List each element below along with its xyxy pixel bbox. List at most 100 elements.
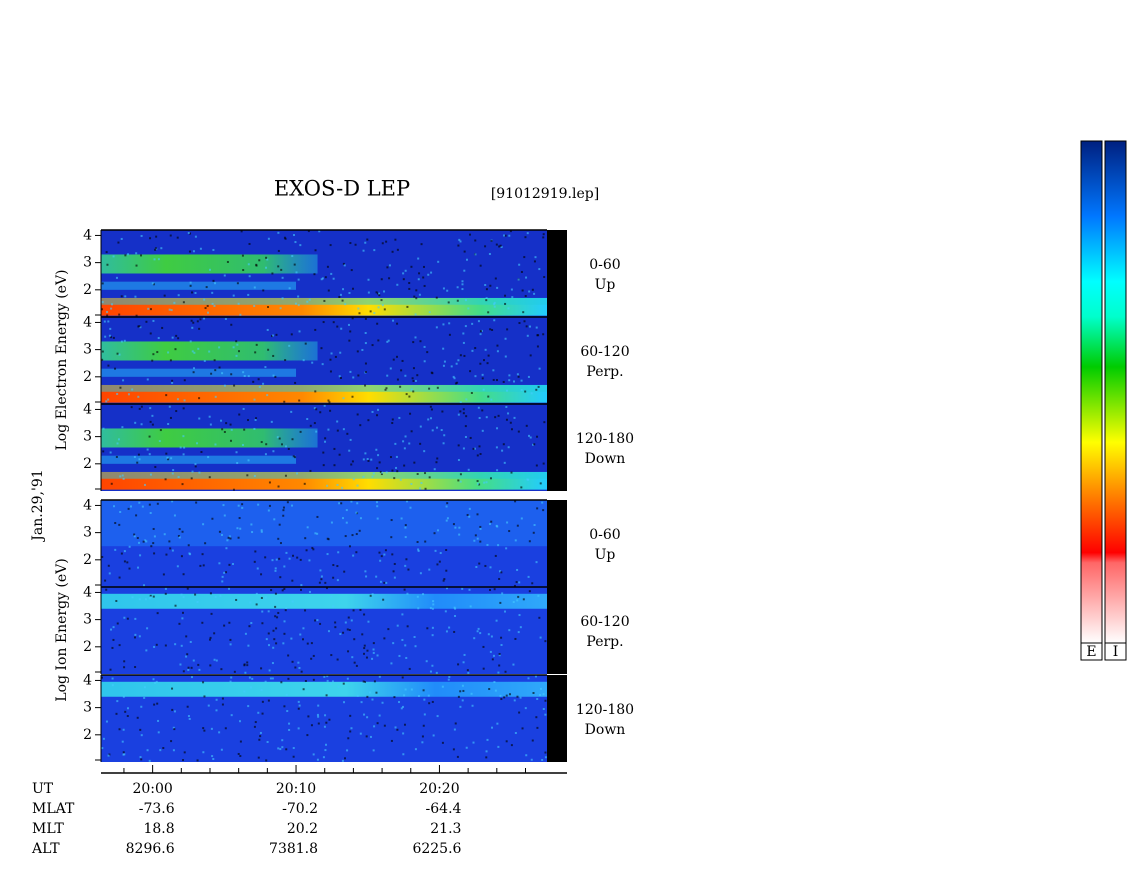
noise <box>341 517 344 520</box>
noise <box>102 450 105 453</box>
spectrum-band <box>101 281 297 290</box>
noise <box>369 594 372 597</box>
noise <box>292 554 295 557</box>
noise <box>297 661 300 664</box>
noise <box>187 715 190 718</box>
noise <box>262 289 265 292</box>
noise <box>330 595 333 598</box>
noise <box>267 348 270 351</box>
noise <box>518 711 521 714</box>
noise <box>346 749 349 752</box>
noise <box>211 755 214 758</box>
noise <box>386 266 389 269</box>
noise <box>465 398 468 401</box>
noise <box>469 436 472 439</box>
noise <box>380 555 383 558</box>
noise <box>156 351 159 354</box>
noise <box>236 462 239 465</box>
noise <box>463 269 466 272</box>
noise <box>412 367 415 370</box>
noise <box>254 550 257 553</box>
noise <box>101 358 104 361</box>
noise <box>244 632 247 635</box>
noise <box>342 288 345 291</box>
noise <box>204 307 207 310</box>
noise <box>265 443 268 446</box>
noise <box>182 453 185 456</box>
noise <box>229 680 232 683</box>
noise <box>167 351 170 354</box>
y-tick-label: 3 <box>83 342 92 358</box>
noise <box>485 299 488 302</box>
noise <box>339 376 342 379</box>
noise <box>478 445 481 448</box>
noise <box>354 243 357 246</box>
noise <box>173 514 176 517</box>
noise <box>260 573 263 576</box>
noise <box>144 598 147 601</box>
noise <box>459 690 462 693</box>
noise <box>151 282 154 285</box>
noise <box>281 739 284 742</box>
noise <box>260 596 263 599</box>
noise <box>417 548 420 551</box>
noise <box>274 605 277 608</box>
noise <box>338 453 341 456</box>
noise <box>383 308 386 311</box>
noise <box>388 264 391 267</box>
noise <box>378 292 381 295</box>
noise <box>441 685 444 688</box>
noise <box>196 442 199 445</box>
noise <box>530 758 533 761</box>
noise <box>535 561 538 564</box>
noise <box>265 638 268 641</box>
noise <box>431 700 434 703</box>
noise <box>468 588 471 591</box>
noise <box>439 552 442 555</box>
noise <box>371 344 374 347</box>
noise <box>188 250 191 253</box>
noise <box>487 354 490 357</box>
noise <box>377 408 380 411</box>
noise <box>538 367 541 370</box>
noise <box>271 272 274 275</box>
noise <box>275 333 278 336</box>
noise <box>541 501 544 504</box>
noise <box>403 447 406 450</box>
noise <box>330 521 333 524</box>
direction: Down <box>585 722 626 738</box>
noise <box>336 565 339 568</box>
noise <box>338 502 341 505</box>
noise <box>118 353 121 356</box>
noise <box>177 534 180 537</box>
noise <box>476 630 479 633</box>
noise <box>486 543 489 546</box>
noise <box>401 359 404 362</box>
noise <box>281 297 284 300</box>
noise <box>378 461 381 464</box>
noise <box>203 695 206 698</box>
noise <box>483 481 486 484</box>
noise <box>402 272 405 275</box>
noise <box>138 458 141 461</box>
y-axis-label: Log Electron Energy (eV) <box>54 269 70 450</box>
noise <box>348 629 351 632</box>
noise <box>539 687 542 690</box>
noise <box>364 331 367 334</box>
noise <box>225 571 228 574</box>
noise <box>536 726 539 729</box>
noise <box>237 504 240 507</box>
spectrum-band <box>101 681 547 697</box>
noise <box>478 416 481 419</box>
noise <box>110 336 113 339</box>
noise <box>527 677 530 680</box>
noise <box>292 455 295 458</box>
noise <box>521 727 524 730</box>
noise <box>220 533 223 536</box>
noise <box>153 552 156 555</box>
noise <box>416 472 419 475</box>
noise <box>190 477 193 480</box>
noise <box>484 564 487 567</box>
noise <box>404 526 407 529</box>
noise <box>212 279 215 282</box>
